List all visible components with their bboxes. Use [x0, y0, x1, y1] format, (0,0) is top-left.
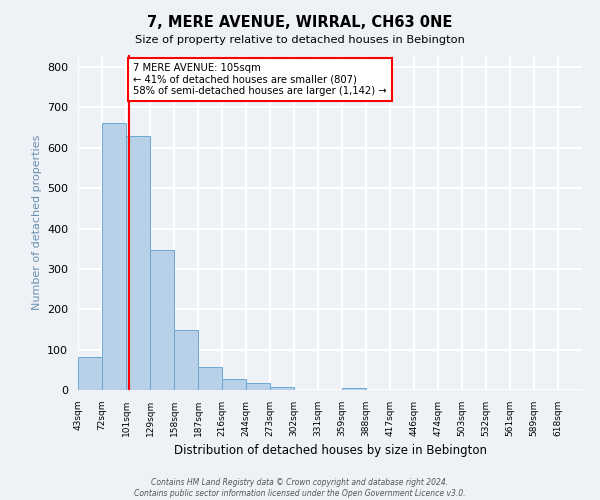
Bar: [174, 330, 198, 390]
Bar: [198, 367, 222, 390]
Bar: [342, 388, 366, 390]
Text: Contains HM Land Registry data © Crown copyright and database right 2024.
Contai: Contains HM Land Registry data © Crown c…: [134, 478, 466, 498]
Bar: [78, 357, 102, 390]
Text: Size of property relative to detached houses in Bebington: Size of property relative to detached ho…: [135, 35, 465, 45]
Bar: [150, 250, 174, 390]
Bar: [102, 123, 126, 390]
Bar: [222, 379, 246, 390]
X-axis label: Distribution of detached houses by size in Bebington: Distribution of detached houses by size …: [173, 444, 487, 458]
Y-axis label: Number of detached properties: Number of detached properties: [32, 135, 41, 310]
Text: 7 MERE AVENUE: 105sqm
← 41% of detached houses are smaller (807)
58% of semi-det: 7 MERE AVENUE: 105sqm ← 41% of detached …: [133, 63, 386, 96]
Bar: [270, 387, 294, 390]
Text: 7, MERE AVENUE, WIRRAL, CH63 0NE: 7, MERE AVENUE, WIRRAL, CH63 0NE: [148, 15, 452, 30]
Bar: [126, 136, 150, 390]
Bar: [246, 382, 270, 390]
